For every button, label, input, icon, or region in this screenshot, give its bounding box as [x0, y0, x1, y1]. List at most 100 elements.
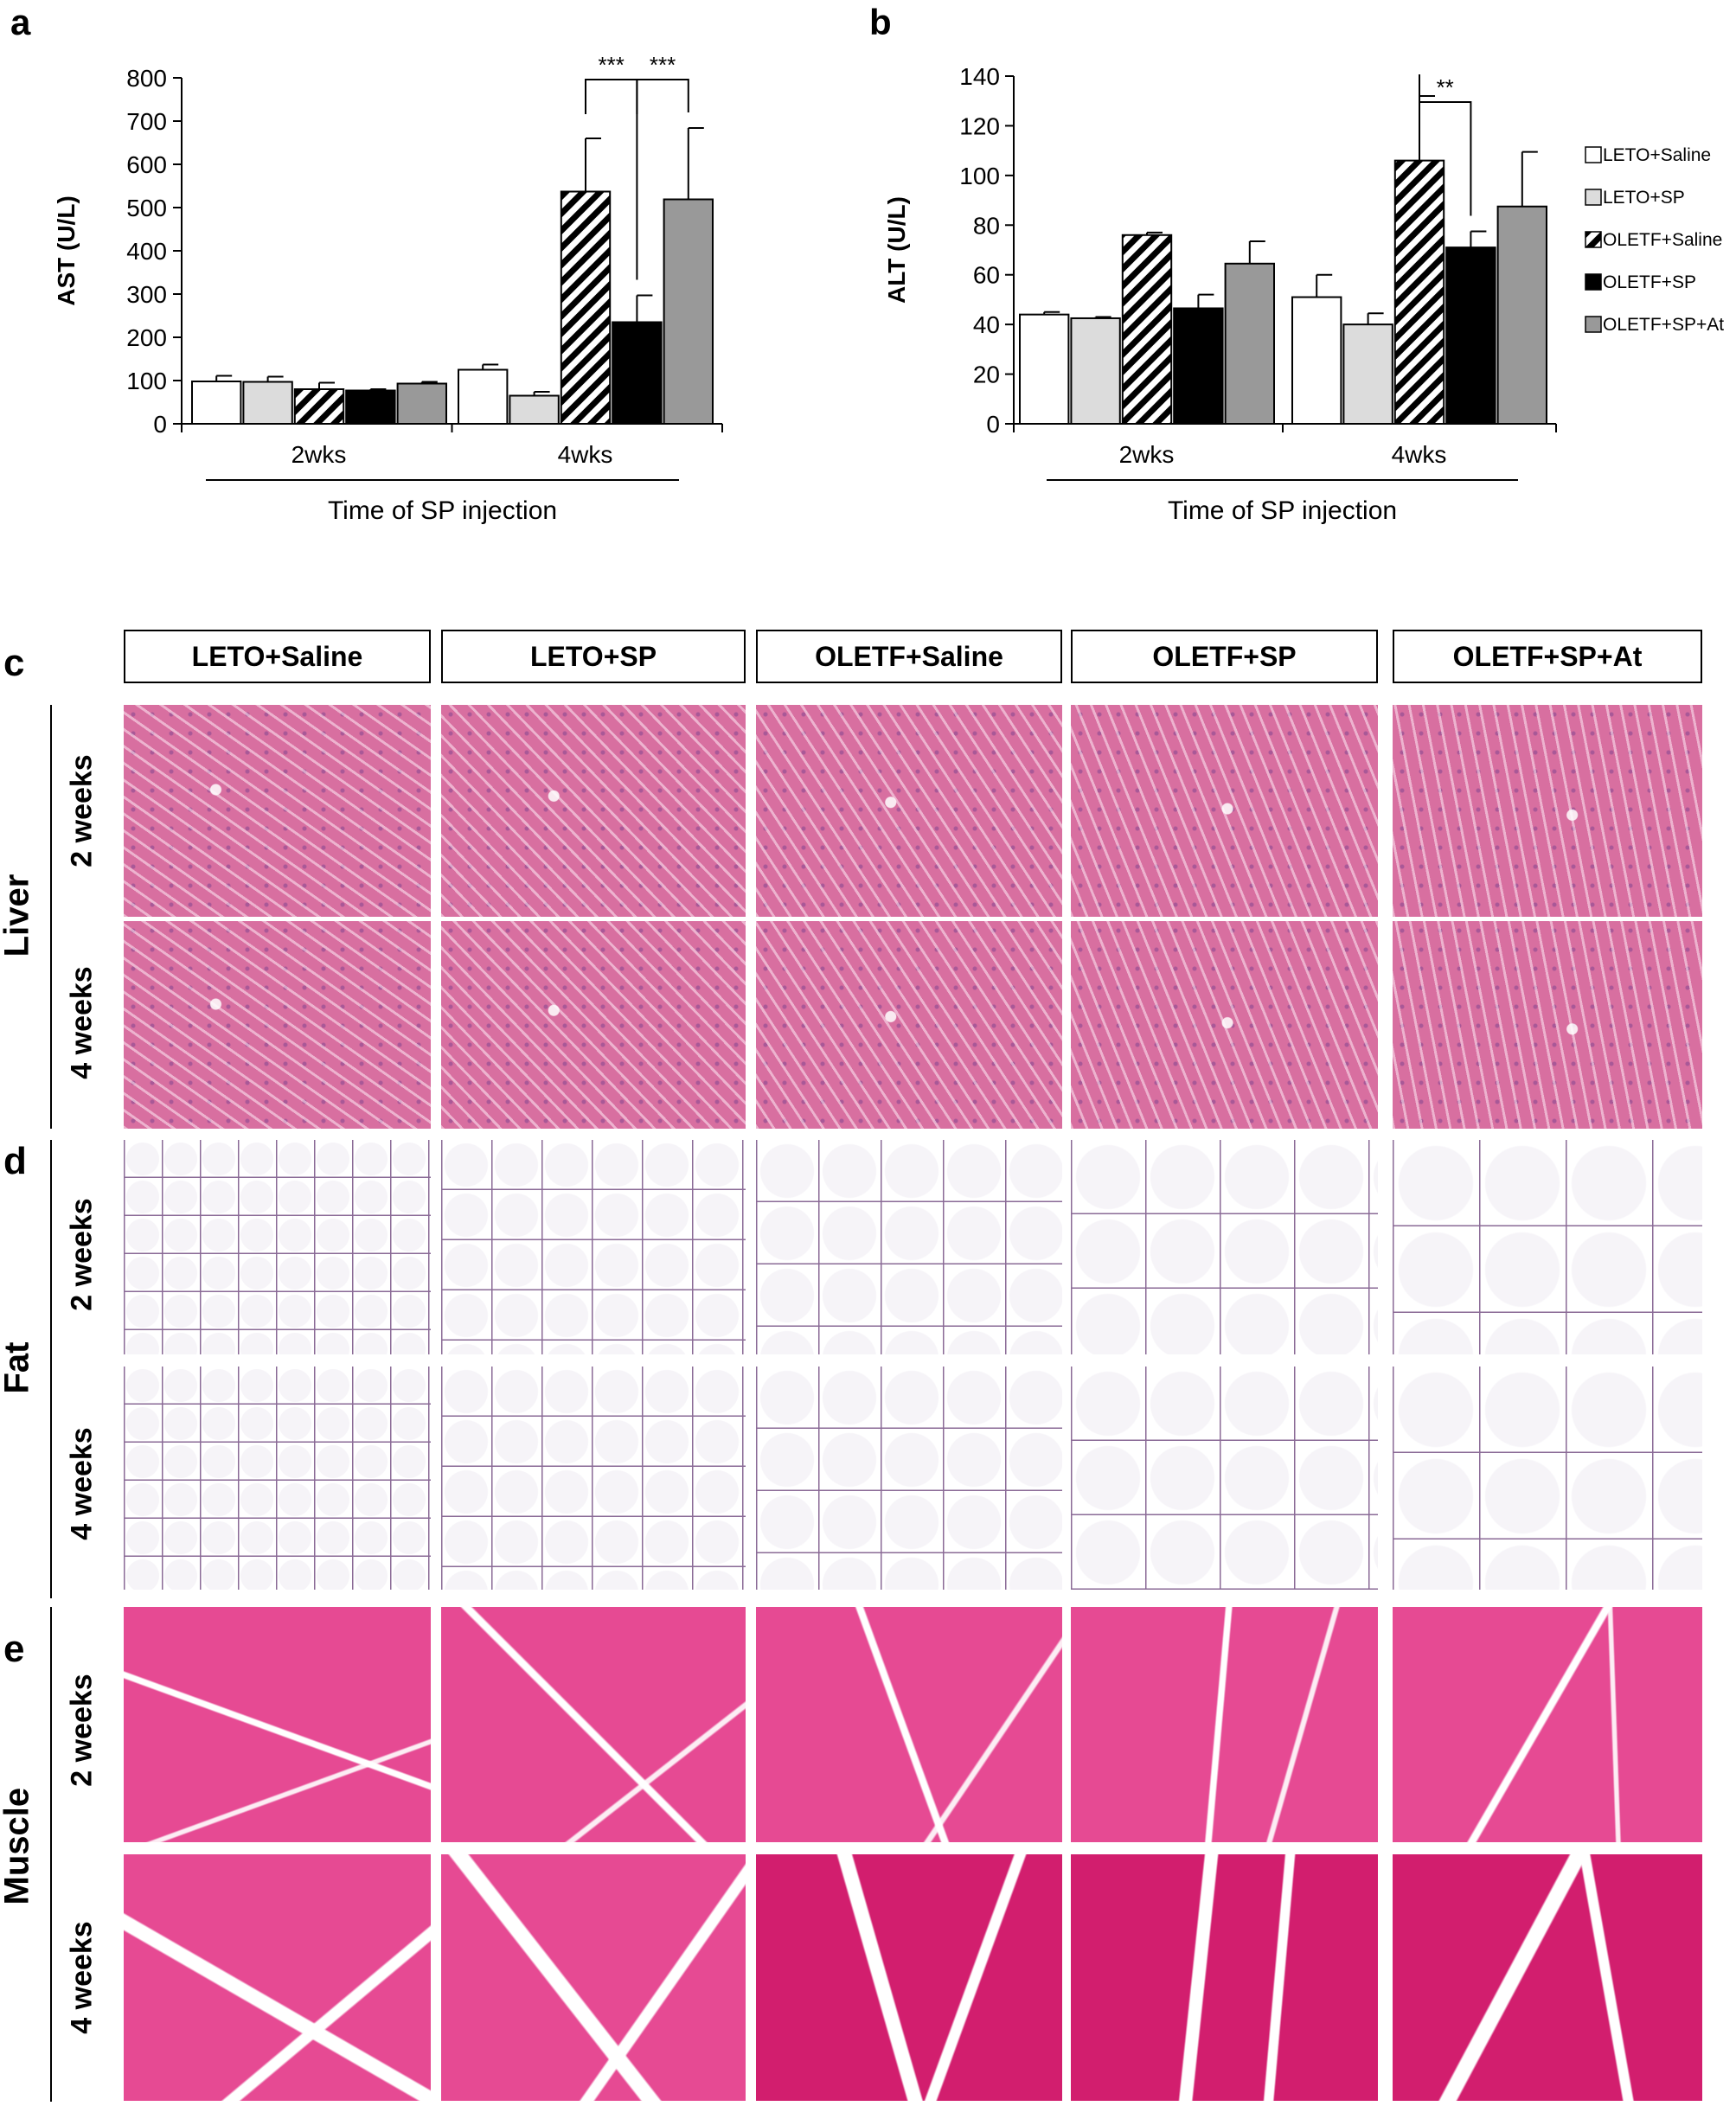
significance-bracket: [1419, 74, 1472, 216]
legend-swatch: [1585, 316, 1602, 333]
category-label: 4wks: [558, 441, 613, 468]
y-tick-label: 0: [986, 411, 1000, 438]
micrograph-tile: [756, 1367, 1062, 1590]
chart-ast: a 0 100 200 300 400 500 600 700 800 AST (U/L) 2wks 4…: [10, 2, 723, 525]
y-tick-label: 40: [973, 311, 1000, 338]
legend-swatch: [1585, 189, 1602, 206]
y-tick-label: 20: [973, 362, 1000, 388]
y-axis-label: AST (U/L): [53, 195, 80, 306]
bar: [612, 321, 663, 425]
micrograph-tile: [441, 1854, 746, 2101]
y-axis-label: ALT (U/L): [883, 196, 910, 304]
column-header: OLETF+SP+At: [1393, 630, 1702, 683]
bar: [560, 190, 612, 425]
panel-label: c: [3, 642, 25, 684]
y-tick-label: 0: [153, 411, 167, 438]
bar: [242, 381, 293, 425]
y-tick-label: 140: [959, 63, 1000, 90]
bar: [1070, 317, 1121, 426]
column-header: OLETF+SP: [1071, 630, 1378, 683]
legend-label: LETO+Saline: [1603, 145, 1711, 165]
panel-label: e: [3, 1628, 25, 1670]
micrograph-tile: [1393, 1607, 1702, 1842]
y-tick-label: 800: [126, 65, 167, 92]
significance-bracket: [585, 79, 638, 280]
bar: [1291, 296, 1342, 425]
row-label: 4 weeks: [65, 965, 99, 1079]
row-label: 2 weeks: [65, 1674, 99, 1787]
micrograph-tile: [124, 705, 431, 917]
legend-swatch: [1585, 146, 1602, 163]
bar: [396, 382, 448, 425]
legend-label: OLETF+SP+At: [1603, 315, 1724, 335]
significance-label: **: [1437, 74, 1454, 100]
panel-label: b: [869, 2, 892, 42]
bar: [345, 389, 396, 425]
legend-swatch: [1585, 273, 1602, 291]
y-tick-label: 500: [126, 195, 167, 221]
y-tick-label: 60: [973, 262, 1000, 289]
bar: [1173, 307, 1224, 425]
column-header: LETO+SP: [441, 630, 746, 683]
micrograph-tile: [756, 705, 1062, 917]
micrograph-tile: [1393, 705, 1702, 917]
row-label: 2 weeks: [65, 1197, 99, 1311]
x-axis-label: Time of SP injection: [328, 496, 557, 525]
y-tick-label: 100: [959, 163, 1000, 189]
bar: [1342, 323, 1393, 425]
tissue-label: Fat: [0, 1341, 36, 1394]
micrograph-tile: [441, 1367, 746, 1590]
bar: [1121, 234, 1173, 425]
legend-label: OLETF+Saline: [1603, 230, 1722, 250]
bar: [1393, 159, 1445, 425]
significance-label: ***: [599, 52, 625, 78]
legend-label: LETO+SP: [1603, 188, 1685, 208]
bar: [293, 388, 345, 425]
significance-bracket: [636, 79, 689, 114]
micrograph-tile: [1071, 705, 1378, 917]
bar: [663, 198, 714, 425]
bar: [1445, 246, 1496, 425]
micrograph-tile: [124, 1854, 431, 2101]
micrograph-tile: [1071, 1367, 1378, 1590]
row-label: 4 weeks: [65, 1921, 99, 2034]
legend: LETO+Saline LETO+SP OLETF+Saline OLETF+SP OL…: [1585, 145, 1724, 335]
column-header: OLETF+Saline: [756, 630, 1062, 683]
group-bracket: [50, 1607, 52, 2102]
bar: [509, 394, 560, 425]
y-tick-label: 80: [973, 212, 1000, 239]
micrograph-tile: [1393, 1140, 1702, 1354]
micrograph-tile: [756, 1854, 1062, 2101]
y-tick-label: 200: [126, 324, 167, 351]
panel-label: a: [10, 2, 31, 42]
row-label: 4 weeks: [65, 1426, 99, 1540]
significance-label: ***: [650, 52, 676, 78]
group-bracket: [50, 705, 52, 1129]
micrograph-tile: [1393, 1367, 1702, 1590]
row-label: 2 weeks: [65, 753, 99, 867]
tissue-label: Muscle: [0, 1787, 36, 1905]
panel-label: d: [3, 1140, 27, 1182]
micrograph-tile: [1071, 1854, 1378, 2101]
y-tick-label: 120: [959, 112, 1000, 139]
category-label: 4wks: [1392, 441, 1447, 468]
micrograph-tile: [441, 705, 746, 917]
category-label: 2wks: [1119, 441, 1175, 468]
category-label: 2wks: [291, 441, 347, 468]
micrograph-tile: [124, 1367, 431, 1590]
y-tick-label: 300: [126, 281, 167, 308]
bar: [1224, 262, 1275, 425]
micrograph-tile: [1393, 1854, 1702, 2101]
micrograph-tile: [441, 1140, 746, 1354]
y-tick-label: 100: [126, 368, 167, 394]
bar: [1019, 313, 1070, 425]
column-header: LETO+Saline: [124, 630, 431, 683]
legend-label: OLETF+SP: [1603, 272, 1696, 292]
micrograph-tile: [441, 1607, 746, 1842]
group-bracket: [50, 1140, 52, 1598]
bar: [1496, 205, 1547, 425]
micrograph-tile: [756, 1140, 1062, 1354]
bar: [191, 381, 242, 425]
micrograph-tile: [1071, 921, 1378, 1129]
